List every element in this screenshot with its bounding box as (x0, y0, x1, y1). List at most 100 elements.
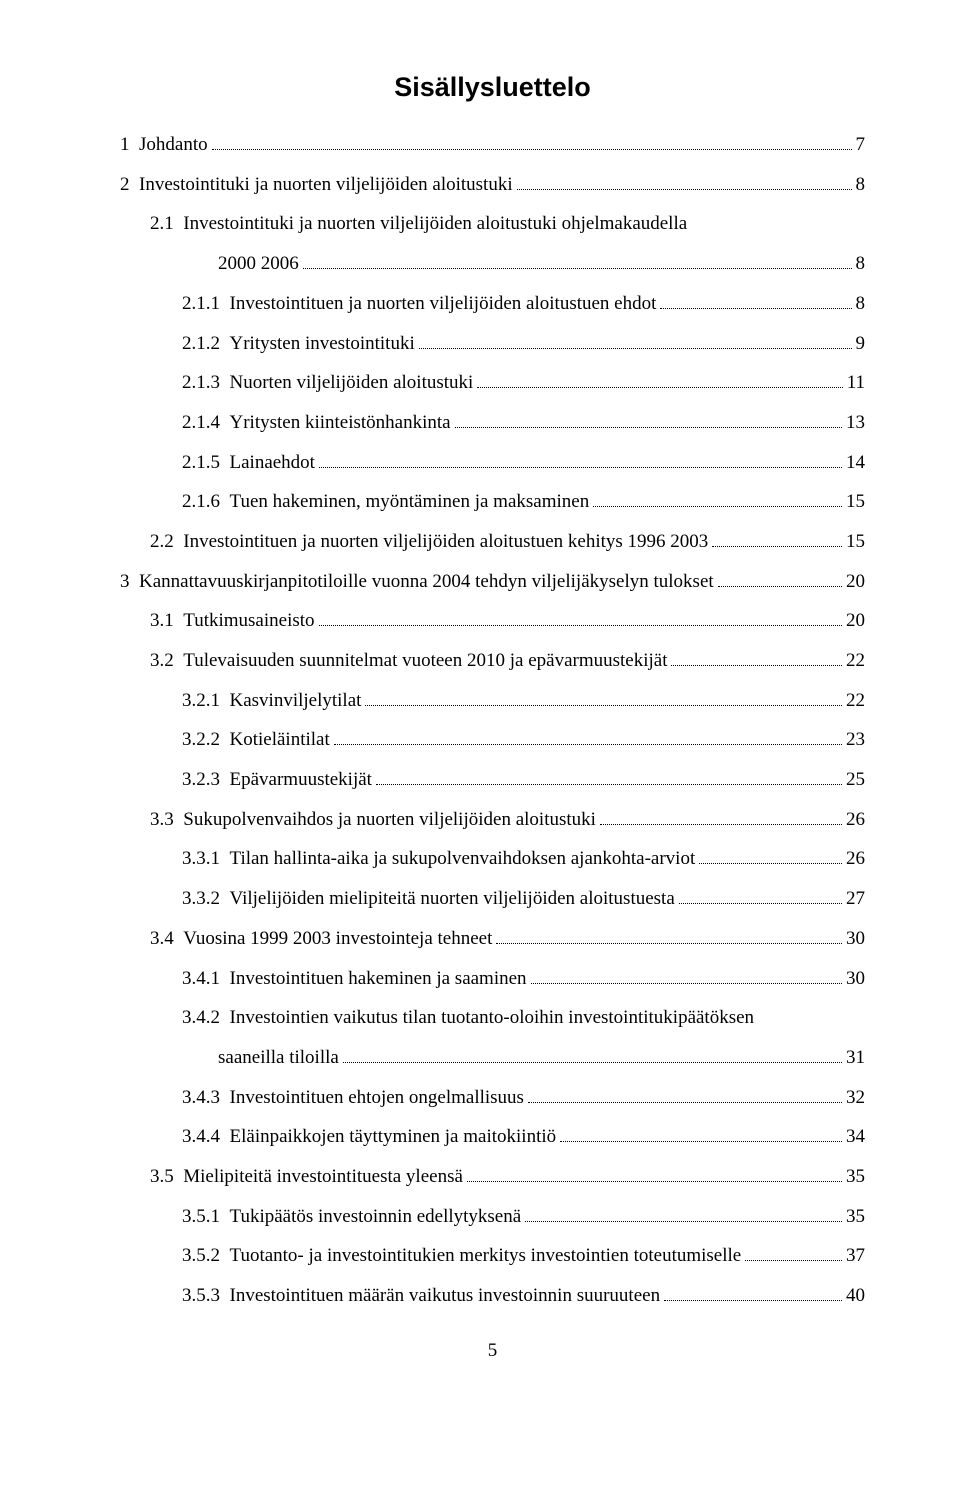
toc-entry-page: 40 (846, 1284, 865, 1309)
toc-entry-page: 35 (846, 1205, 865, 1230)
toc-entry-page: 13 (846, 411, 865, 436)
toc-leader-dots (671, 665, 842, 666)
toc-entry-page: 31 (846, 1046, 865, 1071)
toc-entry-label: 2 Investointituki ja nuorten viljelijöid… (120, 173, 513, 198)
toc-leader-dots (660, 308, 851, 309)
toc-entry-label: 3.2.1 Kasvinviljelytilat (182, 689, 361, 714)
toc-entry-page: 35 (846, 1165, 865, 1190)
toc-leader-dots (319, 625, 842, 626)
toc-entry-page: 15 (846, 490, 865, 515)
toc-leader-dots (593, 506, 842, 507)
toc-entry-page: 30 (846, 927, 865, 952)
toc-entry-label: 3.4.4 Eläinpaikkojen täyttyminen ja mait… (182, 1125, 556, 1150)
toc-entry-page: 32 (846, 1086, 865, 1111)
toc-entry-page: 7 (856, 133, 866, 158)
toc-entry-page: 25 (846, 768, 865, 793)
toc-entry-label: 2000 2006 (218, 252, 299, 277)
toc-entry: 3.3.1 Tilan hallinta-aika ja sukupolvenv… (120, 847, 865, 872)
toc-leader-dots (334, 744, 842, 745)
toc-entry-label: 1 Johdanto (120, 133, 208, 158)
toc-entry-label: 2.1.3 Nuorten viljelijöiden aloitustuki (182, 371, 473, 396)
toc-leader-dots (517, 189, 852, 190)
toc-leader-dots (699, 863, 842, 864)
toc-leader-dots (531, 983, 842, 984)
toc-entry: 3.5.1 Tukipäätös investoinnin edellytyks… (120, 1205, 865, 1230)
toc-entry: 3.5.2 Tuotanto- ja investointitukien mer… (120, 1244, 865, 1269)
toc-entry: 3.4.3 Investointituen ehtojen ongelmalli… (120, 1086, 865, 1111)
toc-entry: 3.4.4 Eläinpaikkojen täyttyminen ja mait… (120, 1125, 865, 1150)
page-number: 5 (120, 1339, 865, 1364)
toc-leader-dots (664, 1300, 842, 1301)
toc-entry-label: 2.1.5 Lainaehdot (182, 451, 315, 476)
toc-leader-dots (467, 1181, 842, 1182)
toc-entry-label: 3.3.2 Viljelijöiden mielipiteitä nuorten… (182, 887, 675, 912)
toc-leader-dots (745, 1260, 842, 1261)
toc-entry-label: 2.1.1 Investointituen ja nuorten viljeli… (182, 292, 656, 317)
toc-leader-dots (455, 427, 842, 428)
toc-entry-label: 2.1.4 Yritysten kiinteistönhankinta (182, 411, 451, 436)
toc-entry-page: 22 (846, 649, 865, 674)
toc-entry-page: 23 (846, 728, 865, 753)
toc-entry: 2.2 Investointituen ja nuorten viljelijö… (120, 530, 865, 555)
toc-entry: saaneilla tiloilla 31 (120, 1046, 865, 1071)
toc-entry-label: 3.5 Mielipiteitä investointituesta yleen… (150, 1165, 463, 1190)
toc-entry-label: 3.2 Tulevaisuuden suunnitelmat vuoteen 2… (150, 649, 667, 674)
toc-entry-label: saaneilla tiloilla (218, 1046, 339, 1071)
toc-entry: 2.1.5 Lainaehdot 14 (120, 451, 865, 476)
toc-entry: 2.1.4 Yritysten kiinteistönhankinta 13 (120, 411, 865, 436)
toc-leader-dots (525, 1221, 842, 1222)
toc-entry-label: 3.5.1 Tukipäätös investoinnin edellytyks… (182, 1205, 521, 1230)
toc-entry: 2.1.3 Nuorten viljelijöiden aloitustuki1… (120, 371, 865, 396)
toc-entry-label: 3.4 Vuosina 1999 2003 investointeja tehn… (150, 927, 492, 952)
toc-entry-label: 3.4.2 Investointien vaikutus tilan tuota… (182, 1006, 754, 1031)
toc-entry: 3.5 Mielipiteitä investointituesta yleen… (120, 1165, 865, 1190)
toc-entry-label: 3.5.3 Investointituen määrän vaikutus in… (182, 1284, 660, 1309)
toc-leader-dots (496, 943, 842, 944)
toc-entry-page: 30 (846, 967, 865, 992)
toc-entry: 3.4.2 Investointien vaikutus tilan tuota… (120, 1006, 865, 1031)
toc-entry: 2.1 Investointituki ja nuorten viljelijö… (120, 212, 865, 237)
toc-entry: 3 Kannattavuuskirjanpitotiloille vuonna … (120, 570, 865, 595)
toc-entry-page: 15 (846, 530, 865, 555)
page-title: Sisällysluettelo (120, 70, 865, 105)
toc-leader-dots (712, 546, 842, 547)
toc-entry-page: 8 (856, 252, 866, 277)
toc-leader-dots (319, 467, 842, 468)
toc-leader-dots (528, 1102, 842, 1103)
toc-entry-label: 3.3.1 Tilan hallinta-aika ja sukupolvenv… (182, 847, 695, 872)
toc-leader-dots (212, 149, 852, 150)
toc-entry-page: 34 (846, 1125, 865, 1150)
toc-leader-dots (419, 348, 852, 349)
toc-entry-page: 14 (846, 451, 865, 476)
toc-entry-label: 3.4.1 Investointituen hakeminen ja saami… (182, 967, 527, 992)
toc-entry: 3.2 Tulevaisuuden suunnitelmat vuoteen 2… (120, 649, 865, 674)
toc-leader-dots (365, 705, 842, 706)
toc-entry: 3.4 Vuosina 1999 2003 investointeja tehn… (120, 927, 865, 952)
toc-entry-label: 3 Kannattavuuskirjanpitotiloille vuonna … (120, 570, 714, 595)
toc-entry-label: 3.1 Tutkimusaineisto (150, 609, 315, 634)
toc-leader-dots (718, 586, 842, 587)
toc-entry-label: 2.1 Investointituki ja nuorten viljelijö… (150, 212, 687, 237)
toc-entry: 2000 2006 8 (120, 252, 865, 277)
toc-entry-label: 2.1.2 Yritysten investointituki (182, 332, 415, 357)
toc-leader-dots (679, 903, 842, 904)
toc-entry-page: 26 (846, 808, 865, 833)
toc-entry-page: 26 (846, 847, 865, 872)
toc-entry-label: 3.4.3 Investointituen ehtojen ongelmalli… (182, 1086, 524, 1111)
toc-leader-dots (600, 824, 842, 825)
toc-entry-label: 3.5.2 Tuotanto- ja investointitukien mer… (182, 1244, 741, 1269)
toc-entry: 3.2.3 Epävarmuustekijät 25 (120, 768, 865, 793)
toc-entry: 2.1.2 Yritysten investointituki 9 (120, 332, 865, 357)
toc-entry-page: 9 (856, 332, 866, 357)
toc-entry-label: 2.1.6 Tuen hakeminen, myöntäminen ja mak… (182, 490, 589, 515)
toc-entry-page: 27 (846, 887, 865, 912)
toc-entry-page: 20 (846, 609, 865, 634)
toc-entry: 1 Johdanto 7 (120, 133, 865, 158)
toc-leader-dots (376, 784, 842, 785)
toc-leader-dots (343, 1062, 842, 1063)
toc-entry-page: 22 (846, 689, 865, 714)
toc-entry: 2.1.6 Tuen hakeminen, myöntäminen ja mak… (120, 490, 865, 515)
toc-entry-label: 2.2 Investointituen ja nuorten viljelijö… (150, 530, 708, 555)
toc-entry: 3.5.3 Investointituen määrän vaikutus in… (120, 1284, 865, 1309)
toc-entry-label: 3.2.3 Epävarmuustekijät (182, 768, 372, 793)
